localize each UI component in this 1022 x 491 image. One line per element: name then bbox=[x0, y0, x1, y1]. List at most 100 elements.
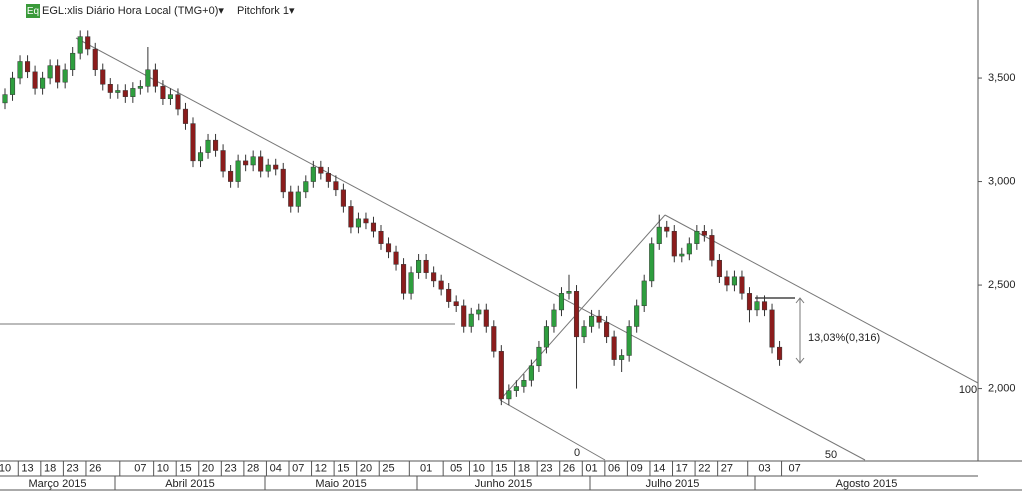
x-tick-label: 26 bbox=[563, 462, 575, 474]
candle-body bbox=[378, 230, 384, 244]
candle-body bbox=[476, 309, 482, 315]
candle-body bbox=[145, 69, 151, 87]
pitchfork bbox=[75, 37, 979, 461]
x-tick-label: 04 bbox=[270, 462, 282, 474]
candle-body bbox=[731, 276, 737, 286]
candle-body bbox=[325, 173, 331, 182]
candle-body bbox=[62, 69, 68, 83]
candle-body bbox=[250, 156, 256, 166]
candle-body bbox=[416, 259, 422, 273]
candle-body bbox=[491, 326, 497, 352]
x-tick-label: 10 bbox=[473, 462, 485, 474]
candle-body bbox=[566, 291, 572, 294]
x-tick-label: 09 bbox=[631, 462, 643, 474]
x-tick-label: 15 bbox=[179, 462, 191, 474]
x-tick-label: 23 bbox=[224, 462, 236, 474]
candle-body bbox=[483, 309, 489, 327]
pitchfork-lower bbox=[499, 399, 606, 461]
candle-body bbox=[152, 69, 158, 87]
candle-body bbox=[9, 77, 16, 95]
candle-body bbox=[679, 253, 685, 257]
x-tick-label: 20 bbox=[360, 462, 372, 474]
instrument[interactable]: EGL:xlis Diário Hora Local (TMG+0)▾ bbox=[42, 5, 224, 17]
candle-body bbox=[243, 160, 249, 166]
candle-body bbox=[32, 71, 38, 89]
pitchfork-level: 50 bbox=[825, 449, 837, 461]
candle-body bbox=[596, 315, 602, 323]
month-label: Abril 2015 bbox=[165, 478, 215, 490]
candle-body bbox=[55, 65, 61, 83]
month-label: Julho 2015 bbox=[646, 478, 700, 490]
candle-body bbox=[604, 322, 610, 338]
candle-body bbox=[17, 61, 23, 79]
x-tick-label: 05 bbox=[450, 462, 462, 474]
x-tick-label: 17 bbox=[676, 462, 688, 474]
badge-text[interactable]: Eq bbox=[27, 6, 39, 17]
measure-arrowheads bbox=[795, 297, 805, 364]
pitchfork-level: 100 bbox=[959, 384, 977, 396]
candle-body bbox=[521, 380, 527, 387]
candle-body bbox=[716, 259, 722, 278]
candle-body bbox=[536, 346, 542, 367]
candle-body bbox=[130, 88, 136, 97]
candle-body bbox=[641, 280, 647, 307]
candle-body bbox=[280, 168, 286, 193]
candle-body bbox=[724, 276, 730, 286]
candle-body bbox=[197, 152, 204, 162]
candle-body bbox=[686, 243, 692, 255]
candle-body bbox=[634, 305, 640, 327]
candle-body bbox=[363, 218, 369, 224]
candle-body bbox=[318, 166, 324, 174]
x-tick-label: 10 bbox=[157, 462, 169, 474]
candle-body bbox=[85, 36, 91, 50]
study[interactable]: Pitchfork 1▾ bbox=[237, 5, 295, 17]
candle-body bbox=[777, 346, 783, 360]
candle-body bbox=[543, 326, 549, 348]
x-tick-label: 15 bbox=[337, 462, 349, 474]
x-tick-label: 18 bbox=[518, 462, 530, 474]
candle-body bbox=[160, 86, 166, 99]
candle-body bbox=[746, 293, 753, 311]
x-tick-label: 01 bbox=[420, 462, 432, 474]
month-label: Março 2015 bbox=[28, 478, 86, 490]
candle-body bbox=[167, 94, 173, 99]
candle-body bbox=[589, 315, 595, 327]
candle-body bbox=[664, 226, 670, 232]
candle-body bbox=[303, 181, 309, 193]
candle-body bbox=[581, 326, 587, 338]
candle-body bbox=[431, 272, 437, 282]
candle-body bbox=[769, 309, 775, 348]
x-tick-label: 07 bbox=[788, 462, 800, 474]
x-tick-label: 20 bbox=[202, 462, 214, 474]
candle-body bbox=[619, 355, 625, 360]
candle-body bbox=[47, 65, 53, 79]
candle-body bbox=[213, 139, 219, 151]
y-tick-label: 2,500 bbox=[988, 279, 1016, 291]
candle-body bbox=[288, 191, 294, 207]
x-tick-label: 03 bbox=[758, 462, 770, 474]
pitchfork-level: 0 bbox=[574, 447, 580, 459]
candle-body bbox=[401, 264, 407, 294]
candle-body bbox=[649, 243, 655, 282]
candle-body bbox=[761, 301, 768, 311]
candle-body bbox=[370, 222, 377, 232]
candle-body bbox=[513, 386, 519, 391]
candle-body bbox=[107, 84, 113, 93]
candle-body bbox=[408, 272, 414, 294]
x-tick-label: 01 bbox=[585, 462, 597, 474]
badge[interactable] bbox=[26, 4, 40, 18]
candle-body bbox=[453, 301, 459, 307]
candle-body bbox=[235, 160, 241, 182]
x-tick-label: 28 bbox=[247, 462, 259, 474]
candle-body bbox=[701, 230, 707, 236]
candle-body bbox=[77, 36, 83, 54]
candle-body bbox=[671, 230, 677, 257]
candle-body bbox=[92, 48, 98, 71]
candle-body bbox=[754, 301, 760, 311]
x-tick-label: 26 bbox=[89, 462, 101, 474]
month-label: Junho 2015 bbox=[475, 478, 533, 490]
candle-body bbox=[295, 191, 301, 207]
candle-body bbox=[611, 336, 617, 360]
pitchfork-upper bbox=[664, 214, 979, 384]
